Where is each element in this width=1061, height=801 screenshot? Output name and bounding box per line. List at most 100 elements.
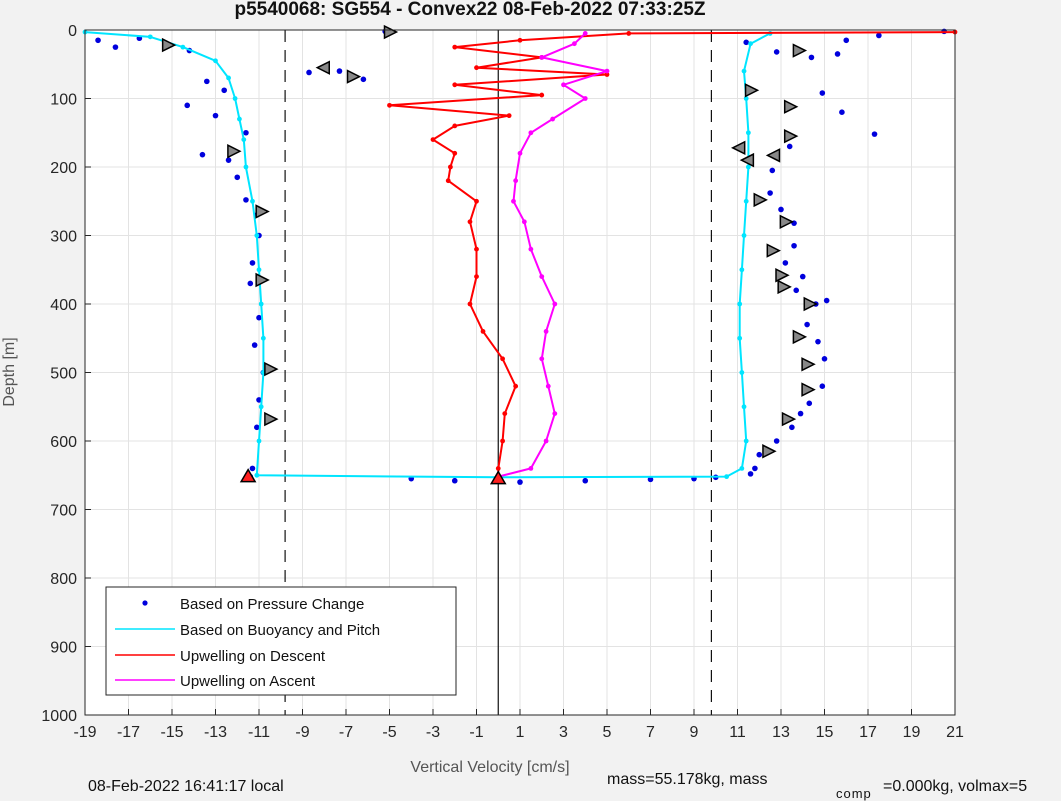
series-line xyxy=(498,32,608,478)
series-point xyxy=(448,164,453,170)
event-marker xyxy=(239,468,257,483)
pressure-point xyxy=(769,167,776,174)
series-point xyxy=(743,198,749,204)
series-point xyxy=(604,68,610,74)
series-point xyxy=(517,150,523,156)
series-point xyxy=(582,96,588,101)
event-marker xyxy=(801,382,816,397)
series-point xyxy=(232,96,238,101)
y-tick-label: 200 xyxy=(50,160,77,177)
series-point xyxy=(748,41,753,47)
pressure-point xyxy=(793,287,800,294)
pressure-point xyxy=(876,32,882,39)
pressure-point xyxy=(747,471,754,477)
event-marker xyxy=(739,152,755,168)
pressure-point xyxy=(251,342,258,348)
series-point xyxy=(452,150,458,156)
series-point xyxy=(626,31,632,36)
series-point xyxy=(543,329,549,334)
pressure-point xyxy=(756,451,763,458)
series-point xyxy=(513,383,519,389)
series-point xyxy=(739,267,745,273)
series-point xyxy=(243,164,249,170)
pressure-point xyxy=(789,424,795,431)
pressure-point xyxy=(212,112,219,119)
x-tick-label: 13 xyxy=(772,724,790,741)
series-point xyxy=(254,233,260,238)
pressure-point xyxy=(815,338,821,345)
series-point xyxy=(539,274,545,279)
x-tick-label: 5 xyxy=(603,724,612,741)
series-point xyxy=(500,356,505,362)
event-marker xyxy=(255,204,270,219)
event-marker xyxy=(753,192,768,208)
series-point xyxy=(467,219,473,225)
pressure-point xyxy=(752,465,758,472)
pressure-point xyxy=(243,197,249,203)
x-tick-label: 1 xyxy=(516,724,525,741)
pressure-point xyxy=(243,129,249,136)
series-point xyxy=(743,96,749,101)
series-point xyxy=(511,198,516,204)
legend-pressure-dot xyxy=(142,600,148,606)
series-point xyxy=(737,335,743,341)
pressure-point xyxy=(804,321,810,328)
event-marker xyxy=(264,361,279,377)
pressure-point xyxy=(799,273,806,280)
event-marker xyxy=(346,69,362,84)
pressure-point xyxy=(254,424,260,431)
event-marker xyxy=(227,144,242,159)
series-point xyxy=(445,178,451,184)
series-point xyxy=(474,198,479,204)
series-point xyxy=(528,246,534,252)
x-tick-label: -3 xyxy=(426,724,440,741)
event-marker xyxy=(161,37,177,53)
series-point xyxy=(741,233,747,238)
series-point xyxy=(528,130,534,136)
series-point xyxy=(739,370,745,375)
series-point xyxy=(604,72,610,77)
x-tick-label: -7 xyxy=(339,724,353,741)
event-marker xyxy=(762,444,777,459)
y-axis-label: Depth [m] xyxy=(1,337,18,406)
series-point xyxy=(741,68,747,74)
event-marker xyxy=(264,411,279,427)
pressure-point xyxy=(823,297,830,304)
pressure-point xyxy=(204,78,210,85)
series-point xyxy=(258,301,264,307)
pressure-point xyxy=(782,260,789,266)
series-point xyxy=(517,37,523,43)
event-marker xyxy=(783,99,799,114)
footer-local-time: 08-Feb-2022 16:41:17 local xyxy=(88,778,284,795)
y-ticks: 0 100 200 300 400 500 600 700 800 900 1000 xyxy=(41,23,91,725)
event-marker xyxy=(730,140,746,156)
event-marker xyxy=(744,83,760,98)
event-marker xyxy=(765,148,781,163)
series-point xyxy=(582,31,588,36)
footer-comp-volmax: =0.000kg, volmax=5 xyxy=(883,778,1027,795)
series-point xyxy=(539,356,545,362)
series-point xyxy=(737,301,743,307)
x-tick-label: 17 xyxy=(859,724,877,741)
event-marker xyxy=(315,60,330,75)
event-marker xyxy=(775,268,790,283)
footer-comp-subscript: comp xyxy=(836,786,872,801)
y-tick-label: 1000 xyxy=(41,708,77,725)
x-tick-label: -13 xyxy=(204,724,227,741)
series-point xyxy=(452,123,458,129)
event-marker xyxy=(489,470,507,485)
series-point xyxy=(250,198,255,204)
x-tick-label: -15 xyxy=(160,724,183,741)
series-layer xyxy=(82,28,958,485)
pressure-point xyxy=(819,90,826,96)
y-tick-label: 300 xyxy=(50,229,77,246)
x-tick-label: -19 xyxy=(73,724,96,741)
pressure-point xyxy=(256,397,262,403)
series-point xyxy=(474,65,479,71)
series-point xyxy=(743,438,749,444)
series-point xyxy=(213,58,218,64)
x-tick-label: 3 xyxy=(559,724,568,741)
y-tick-label: 400 xyxy=(50,297,77,314)
legend-pressure-label: Based on Pressure Change xyxy=(180,596,364,613)
